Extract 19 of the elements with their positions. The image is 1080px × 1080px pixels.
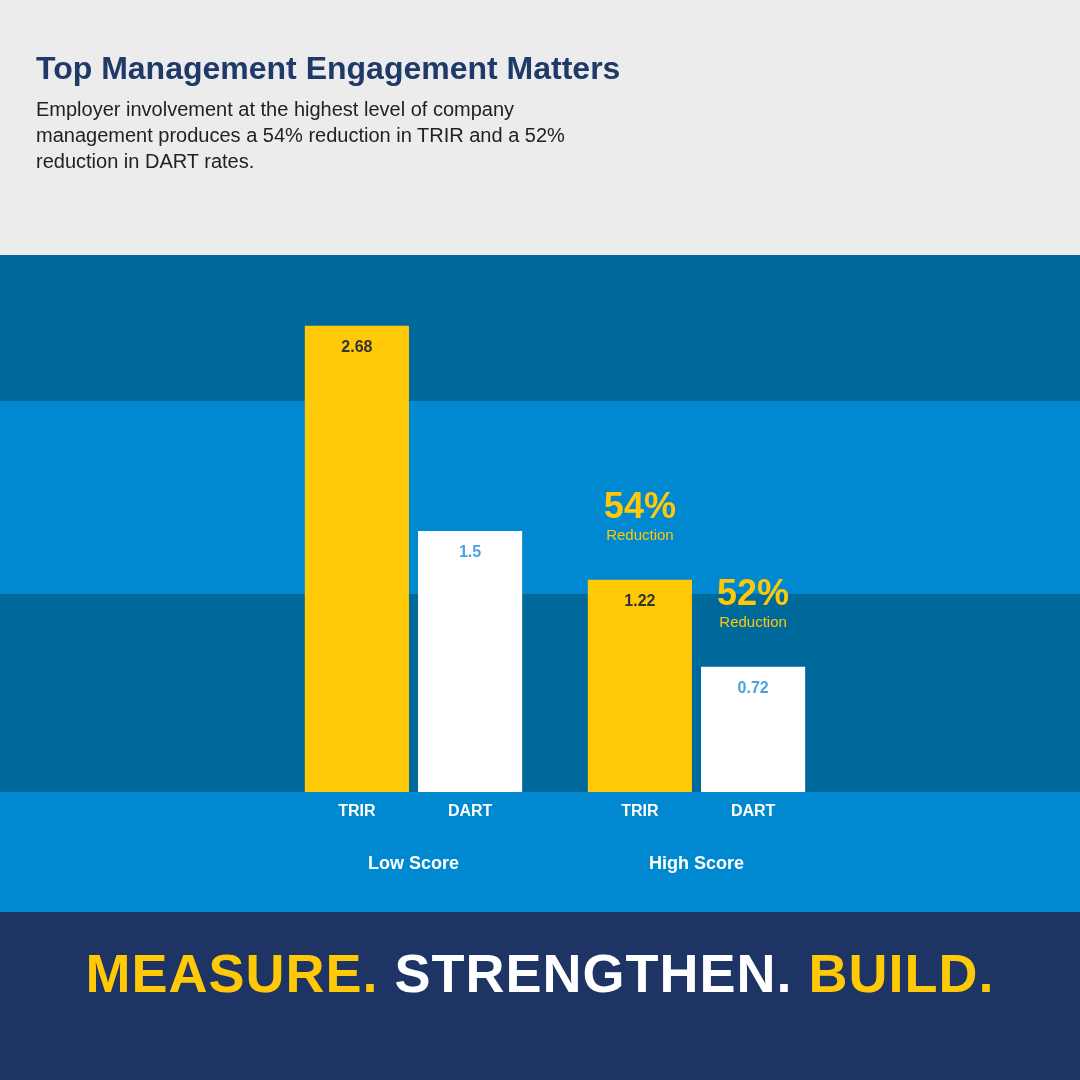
series-label: TRIR — [338, 802, 377, 820]
x-tick-label: High Score — [648, 852, 745, 873]
bar — [304, 325, 409, 792]
x-tick-label: Low Score — [367, 852, 460, 873]
series-label: DART — [447, 802, 493, 820]
data-label: 1.22 — [624, 592, 656, 610]
annotation: 54% Reduction — [603, 484, 676, 543]
annotation: 52% Reduction — [717, 571, 790, 630]
text: MEASURE. STRENGTHEN. BUILD. — [85, 943, 995, 1003]
data-label: 1.5 — [458, 543, 482, 561]
bar — [418, 531, 523, 792]
bar — [701, 666, 806, 792]
data-label: 2.68 — [341, 338, 373, 356]
chart-title: Top Management Engagement Matters — [36, 50, 621, 87]
data-label: 0.72 — [737, 679, 769, 697]
text: DART — [730, 802, 776, 820]
text: TRIR — [621, 802, 659, 820]
bar — [587, 579, 692, 792]
chart-subtitle: Employer involvement at the highest level of company management produces a 54% reduction in TRIR and a 52% reduction in DART rates. — [36, 97, 566, 174]
